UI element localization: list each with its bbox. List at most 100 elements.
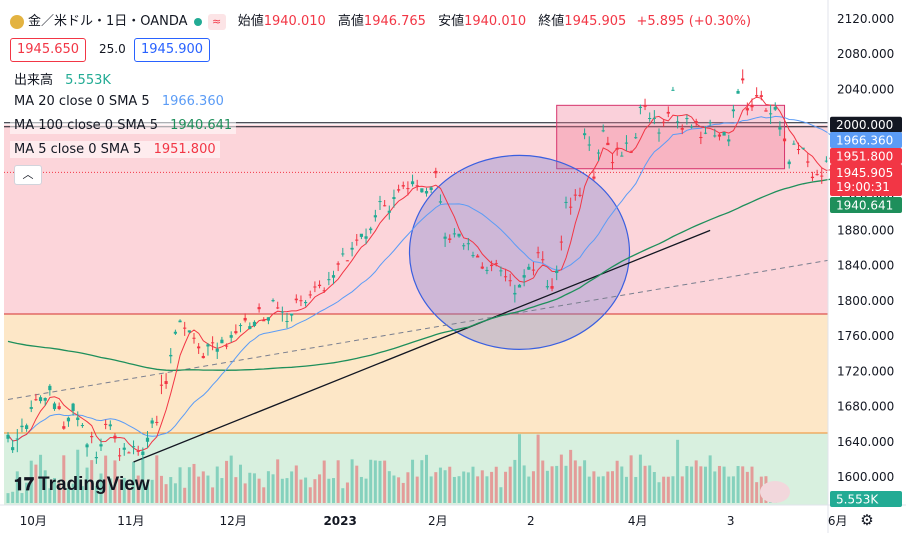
volume-bar (597, 476, 601, 503)
buy-price-button[interactable]: 1945.900 (134, 38, 211, 62)
candle-body (517, 284, 522, 288)
tradingview-logo[interactable]: 𝟏𝟕 TradingView (14, 474, 150, 496)
candle-body (703, 132, 708, 134)
y-tick-label: 1680.000 (837, 400, 894, 414)
candle-body (778, 127, 782, 130)
ma100-line (7, 175, 855, 372)
volume-bar (690, 466, 694, 503)
volume-bar (741, 466, 745, 503)
candle-body (169, 354, 173, 357)
candle-body (369, 228, 373, 231)
volume-bar (76, 449, 80, 503)
candle-body (48, 385, 52, 391)
volume-bar (183, 487, 187, 503)
candle-body (276, 307, 280, 309)
volume-bar (234, 477, 238, 503)
candle-body (657, 132, 661, 134)
volume-bar (708, 455, 712, 503)
candle-body (592, 176, 596, 179)
low-value: 1940.010 (464, 14, 527, 29)
candle-body (178, 320, 182, 323)
candle-body (531, 269, 536, 271)
logo-text: TradingView (38, 474, 150, 495)
candle-body (345, 260, 350, 262)
candle-body (694, 121, 698, 124)
ma100-value: 1940.641 (170, 118, 233, 133)
volume-bar (66, 487, 70, 503)
symbol-title[interactable]: 金／米ドル・1日・OANDA (28, 14, 188, 29)
candle-body (20, 425, 24, 428)
candle-body (824, 160, 828, 162)
collapse-legend-button[interactable]: ︿ (14, 165, 42, 185)
candle-body (224, 345, 229, 347)
settings-gear-icon[interactable]: ⚙ (860, 511, 874, 529)
legend-ma5[interactable]: MA 5 close 0 SMA 5 1951.800 (10, 141, 220, 158)
volume-bar (136, 475, 140, 503)
volume-bar (722, 466, 726, 503)
volume-bar (713, 471, 717, 503)
volume-bar (94, 485, 98, 503)
candle-body (699, 137, 703, 139)
candle-body (541, 259, 545, 261)
volume-bar (201, 471, 205, 503)
candle-body (555, 270, 559, 274)
volume-bar (541, 460, 545, 503)
volume-bar (239, 464, 242, 503)
chip-icon[interactable]: ≈ (207, 13, 226, 30)
volume-bar (550, 466, 554, 503)
legend-ma20[interactable]: MA 20 close 0 SMA 5 1966.360 (10, 93, 228, 110)
candle-body (155, 421, 159, 423)
volume-bar (573, 460, 577, 503)
close-label: 終値 (538, 14, 565, 29)
countdown-text: 19:00:31 (836, 180, 890, 194)
volume-bar (717, 465, 721, 503)
volume-value: 5.553K (65, 73, 111, 88)
volume-bar (587, 476, 591, 503)
candle-body (229, 335, 233, 338)
trendlines[interactable] (7, 229, 829, 463)
volume-bar (611, 471, 614, 503)
candle-body (66, 417, 71, 422)
candle-body (782, 138, 787, 142)
candle-body (201, 355, 205, 359)
volume-bar (652, 472, 656, 503)
candle-body (355, 239, 359, 241)
candle-body (164, 381, 168, 384)
volume-bar (680, 476, 684, 503)
volume-bar (327, 478, 331, 503)
candle-body (741, 78, 745, 81)
candle-body (266, 317, 270, 321)
candle-body (192, 337, 196, 339)
candle-body (252, 321, 257, 326)
candle-body (373, 215, 377, 218)
candle-body (815, 174, 819, 176)
flag-icon[interactable] (760, 481, 790, 503)
axis-badge-bg (830, 116, 902, 133)
sell-price-button[interactable]: 1945.650 (10, 38, 87, 62)
volume-bar (564, 465, 568, 503)
candle-body (438, 201, 443, 203)
candle-body (610, 162, 615, 164)
axis-badge-text: 2000.000 (836, 118, 893, 132)
volume-bar (285, 478, 289, 503)
volume-bar (192, 463, 196, 503)
volume-bar (545, 470, 549, 503)
volume-bar (132, 461, 136, 503)
volume-bar (341, 488, 345, 503)
candle-body (322, 290, 326, 292)
volume-bar (731, 476, 735, 503)
candle-body (476, 255, 480, 258)
candle-body (234, 331, 238, 334)
volume-bar (685, 466, 689, 503)
legend-volume[interactable]: 出来高 5.553K (10, 68, 115, 89)
highlight-ellipse[interactable] (408, 154, 631, 351)
candle-body (722, 131, 726, 136)
volume-bar (415, 476, 419, 503)
volume-bar (499, 487, 503, 503)
candle-body (685, 118, 689, 120)
volume-bar (443, 470, 447, 503)
legend-ma100[interactable]: MA 100 close 0 SMA 5 1940.641 (10, 117, 237, 134)
candle-body (536, 252, 540, 254)
